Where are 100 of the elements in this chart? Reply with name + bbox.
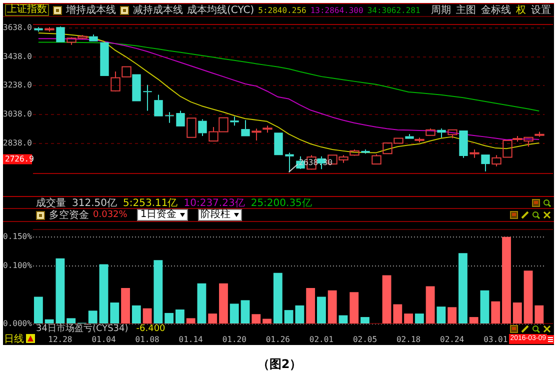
bar bbox=[252, 314, 261, 324]
text: 0.032% bbox=[93, 210, 128, 220]
bar bbox=[480, 290, 490, 324]
candlestick bbox=[34, 26, 43, 32]
bar bbox=[426, 286, 435, 324]
x-tick-label: 02.18 bbox=[396, 334, 421, 344]
bar bbox=[458, 253, 468, 324]
bar bbox=[240, 300, 250, 324]
text: 34:3062.281 bbox=[367, 6, 420, 14]
bar bbox=[56, 258, 65, 324]
x-tick-label: 02.01 bbox=[309, 334, 334, 344]
bar bbox=[164, 312, 174, 324]
candlestick bbox=[448, 129, 458, 139]
y-tick-label: 0.000% bbox=[3, 319, 32, 328]
bar bbox=[393, 304, 402, 324]
candlestick bbox=[481, 154, 490, 172]
y-tick-label: 0.150% bbox=[3, 232, 32, 242]
bar bbox=[502, 236, 511, 324]
bar bbox=[142, 308, 152, 324]
bar bbox=[44, 319, 54, 324]
chart-title: 多空资金 bbox=[49, 208, 89, 222]
text: 权 bbox=[516, 4, 526, 17]
candlestick bbox=[165, 112, 174, 124]
bar bbox=[110, 302, 120, 324]
x-tick-label: 12.28 bbox=[48, 334, 72, 344]
bar bbox=[306, 288, 316, 324]
text: 312.50亿 bbox=[72, 196, 117, 210]
text: 13:2864.300 bbox=[310, 6, 364, 14]
bar bbox=[316, 296, 326, 324]
bar bbox=[219, 283, 228, 324]
text: 5:253.11亿 bbox=[123, 196, 178, 209]
bar bbox=[338, 315, 348, 324]
text: 主图 bbox=[456, 4, 476, 17]
bar bbox=[534, 305, 544, 324]
bar bbox=[491, 301, 500, 324]
y-tick-label: 3038.0 bbox=[3, 110, 32, 119]
bar bbox=[448, 307, 457, 324]
bar bbox=[404, 314, 413, 324]
y-tick-label: 2838.0 bbox=[3, 138, 32, 148]
annotation: -6.400 bbox=[136, 324, 166, 334]
text: 设置 bbox=[531, 4, 551, 17]
text: 10:237.23亿 bbox=[184, 196, 245, 208]
bar bbox=[273, 272, 282, 324]
x-tick-label: 01.14 bbox=[178, 334, 204, 344]
candlestick bbox=[285, 152, 294, 173]
bar bbox=[66, 318, 76, 324]
y-tick-label: 3438.0 bbox=[3, 52, 32, 61]
x-tick-label: 01.20 bbox=[222, 334, 247, 344]
y-tick-label: 0.100% bbox=[3, 261, 32, 270]
text: 减持成本线 bbox=[133, 4, 183, 17]
text: 日线 bbox=[4, 332, 24, 346]
candlestick bbox=[252, 128, 262, 142]
text: 成本均线(CYC) bbox=[187, 4, 254, 17]
x-tick-label: 02.05 bbox=[352, 334, 378, 344]
bar bbox=[262, 318, 272, 324]
bar bbox=[154, 260, 163, 324]
text: 成交量 bbox=[36, 196, 66, 210]
candlestick bbox=[198, 118, 207, 136]
bar bbox=[99, 264, 108, 324]
bar bbox=[197, 283, 206, 324]
x-tick-label: 01.04 bbox=[92, 334, 116, 344]
text: （图2） bbox=[256, 356, 303, 373]
candlestick bbox=[143, 84, 152, 112]
bar bbox=[132, 305, 141, 324]
text: 增持成本线 bbox=[66, 4, 116, 17]
bar bbox=[414, 314, 424, 324]
text: 金标线 bbox=[481, 4, 511, 17]
bar bbox=[88, 310, 98, 324]
bar bbox=[512, 302, 522, 324]
chart-title: 上证指数 bbox=[5, 4, 49, 16]
candlestick bbox=[437, 128, 446, 138]
x-tick-label: 01.26 bbox=[266, 334, 290, 344]
text: 阶段柱 bbox=[200, 209, 231, 220]
x-tick-label: 01.08 bbox=[135, 334, 160, 344]
y-tick-label: 3238.0 bbox=[3, 80, 32, 90]
y-tick-label: 3638.0 bbox=[3, 23, 32, 32]
candlestick bbox=[89, 34, 98, 42]
bar bbox=[230, 304, 239, 324]
bar bbox=[524, 270, 533, 324]
bar bbox=[175, 309, 184, 324]
bar bbox=[121, 288, 130, 324]
bar bbox=[208, 314, 218, 324]
candlestick bbox=[176, 110, 185, 126]
text: 周期 bbox=[431, 4, 451, 17]
bar bbox=[382, 275, 392, 324]
bar bbox=[186, 318, 196, 324]
x-tick-label: 03.01 bbox=[484, 334, 508, 344]
text: 34日市场盈亏(CYS34) bbox=[36, 322, 128, 335]
candlestick bbox=[230, 116, 239, 126]
x-tick-label: 02.24 bbox=[440, 334, 464, 344]
candlestick bbox=[56, 27, 65, 42]
text: 1日资金 bbox=[140, 209, 177, 220]
bar bbox=[34, 296, 43, 324]
candlestick bbox=[154, 94, 163, 116]
bar bbox=[360, 317, 370, 324]
bar bbox=[436, 306, 446, 324]
bar bbox=[469, 317, 478, 324]
text: 25:200.35亿 bbox=[250, 196, 312, 210]
bar bbox=[350, 292, 359, 324]
text: 5:2840.256 bbox=[258, 6, 306, 14]
